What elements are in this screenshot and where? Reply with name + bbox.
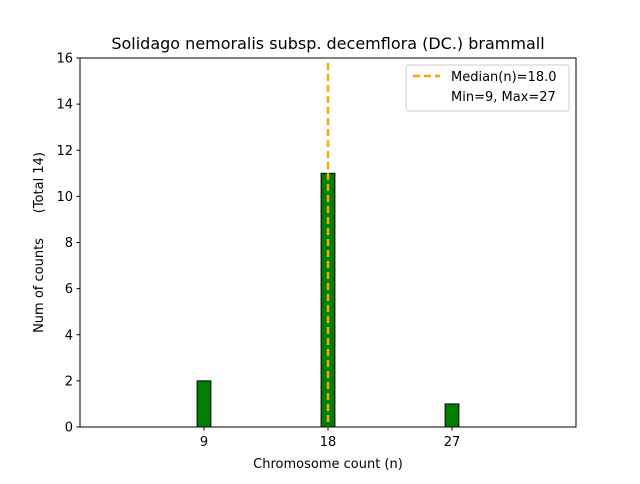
y-tick-label: 4	[65, 328, 73, 343]
y-tick-label: 8	[65, 236, 73, 251]
y-tick-label: 12	[56, 144, 73, 159]
x-tick-label: 27	[444, 435, 461, 450]
legend-entry-median: Median(n)=18.0	[451, 70, 557, 85]
bars-group	[196, 172, 480, 428]
x-tick-label: 18	[320, 435, 337, 450]
x-tick-label: 9	[200, 435, 208, 450]
y-tick-label: 14	[56, 98, 73, 113]
y-axis-label: Num of counts (Total 14)	[32, 152, 47, 333]
y-tick-label: 16	[56, 52, 73, 67]
legend: Median(n)=18.0 Min=9, Max=27	[405, 64, 570, 112]
bar	[196, 380, 212, 428]
y-tick-label: 2	[65, 374, 73, 389]
bar	[444, 403, 460, 428]
chart-title: Solidago nemoralis subsp. decemflora (DC…	[111, 34, 544, 53]
legend-entry-range: Min=9, Max=27	[451, 90, 556, 105]
y-tick-label: 6	[65, 282, 73, 297]
axis-ticks: 0 2 4 6 8 10 12 14 16 9 18 27	[56, 52, 460, 451]
y-tick-label: 10	[56, 190, 73, 205]
plot-frame	[79, 57, 577, 428]
x-axis-label: Chromosome count (n)	[253, 457, 403, 472]
legend-box	[405, 64, 570, 112]
y-tick-label: 0	[65, 421, 73, 436]
